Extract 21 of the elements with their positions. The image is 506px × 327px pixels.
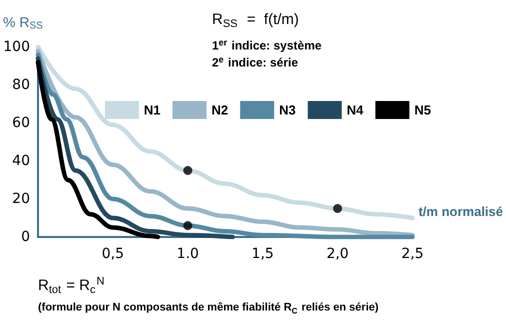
x-tick-label: 2,0 <box>326 246 349 262</box>
legend-label: N1 <box>144 102 161 118</box>
legend-label: N5 <box>414 102 432 118</box>
y-tick-label: 80 <box>12 77 30 93</box>
y-tick-label: 100 <box>3 39 30 55</box>
x-axis-title: t/m normalisé <box>418 204 504 219</box>
x-tick-label: 2,5 <box>401 246 424 262</box>
x-tick-label: 1.0 <box>176 246 199 262</box>
x-tick-label: 0,5 <box>102 246 124 262</box>
line-series <box>36 60 160 240</box>
point <box>183 221 192 230</box>
point <box>183 166 192 175</box>
x-tick-label: 1,5 <box>252 246 274 262</box>
legend-label: N4 <box>346 102 364 118</box>
y-tick-label: 60 <box>12 115 30 131</box>
y-tick-label: 40 <box>12 153 30 169</box>
point <box>333 204 342 213</box>
y-tick-label: 20 <box>12 191 30 207</box>
legend-label: N3 <box>279 102 296 118</box>
y-tick-label: 0 <box>21 229 30 245</box>
legend-label: N2 <box>212 102 228 118</box>
